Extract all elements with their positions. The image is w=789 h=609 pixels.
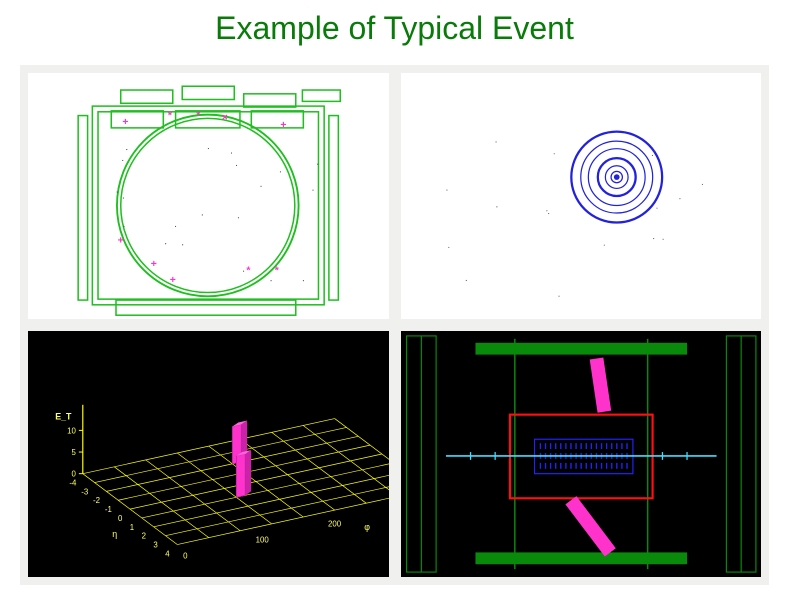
svg-text:φ: φ [364, 522, 370, 532]
lego-svg: 0510E_T-4-3-2-101234η0100200300φ [28, 331, 389, 577]
svg-text:*: * [275, 266, 280, 277]
panel-side [401, 331, 762, 577]
panel-rings [401, 73, 762, 319]
side-svg [401, 331, 762, 577]
svg-text:3: 3 [153, 540, 158, 549]
panel-detector-xy: +**×++*+*+ [28, 73, 389, 319]
svg-text:E_T: E_T [55, 412, 72, 422]
svg-text:*: * [246, 266, 251, 277]
svg-text:-2: -2 [93, 496, 100, 505]
svg-text:0: 0 [183, 551, 188, 560]
panel-lego: 0510E_T-4-3-2-101234η0100200300φ [28, 331, 389, 577]
svg-text:+: + [118, 235, 124, 246]
svg-text:2: 2 [142, 532, 146, 541]
svg-text:200: 200 [328, 520, 342, 529]
svg-text:-3: -3 [81, 487, 89, 496]
svg-text:+: + [170, 275, 176, 286]
svg-text:100: 100 [256, 535, 270, 544]
svg-text:×: × [222, 112, 228, 123]
svg-text:-1: -1 [105, 505, 112, 514]
detector-xy-svg: +**×++*+*+ [28, 73, 389, 319]
svg-text:1: 1 [130, 523, 134, 532]
rings-svg [401, 73, 762, 319]
svg-text:+: + [280, 120, 286, 131]
svg-text:+: + [122, 117, 128, 128]
svg-text:4: 4 [165, 549, 170, 558]
svg-text:-4: -4 [69, 478, 77, 487]
svg-text:0: 0 [72, 470, 77, 479]
svg-text:+: + [151, 259, 157, 270]
page-title: Example of Typical Event [20, 10, 769, 47]
svg-text:10: 10 [67, 426, 76, 435]
event-panel-grid: +**×++*+*+ 0510E_T-4-3-2-101234η01002003… [20, 65, 769, 585]
svg-text:η: η [112, 529, 117, 539]
svg-text:0: 0 [118, 514, 123, 523]
svg-text:5: 5 [72, 448, 77, 457]
